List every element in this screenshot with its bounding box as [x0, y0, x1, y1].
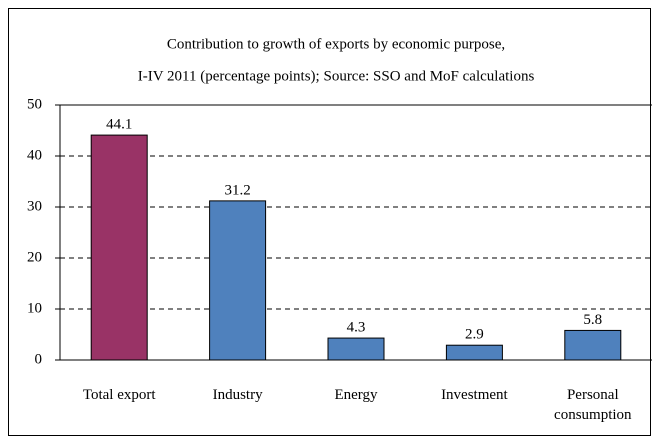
y-tick-label: 10 [27, 300, 42, 316]
data-label: 4.3 [347, 320, 366, 336]
x-tick-label: Investment [441, 387, 508, 403]
y-tick-label: 50 [27, 96, 42, 112]
bar [209, 200, 267, 361]
bar [564, 329, 622, 361]
x-tick-label: Energy [334, 387, 378, 403]
data-label: 31.2 [224, 182, 250, 198]
x-tick-label: Personal consumption [554, 387, 632, 423]
data-label: 44.1 [106, 117, 132, 133]
bar [327, 337, 385, 361]
x-tick-label: Total export [82, 387, 156, 403]
y-tick-label: 40 [27, 147, 42, 163]
bar [90, 134, 148, 361]
x-tick-label: Industry [212, 387, 263, 403]
data-label: 2.9 [465, 327, 484, 343]
y-tick-label: 20 [27, 249, 42, 265]
y-tick-label: 30 [27, 198, 42, 214]
chart-subtitle: I-IV 2011 (percentage points); Source: S… [138, 68, 535, 84]
data-label: 5.8 [583, 312, 602, 328]
chart-title: Contribution to growth of exports by eco… [167, 36, 505, 52]
y-tick-label: 0 [35, 351, 43, 367]
bar [445, 344, 503, 361]
